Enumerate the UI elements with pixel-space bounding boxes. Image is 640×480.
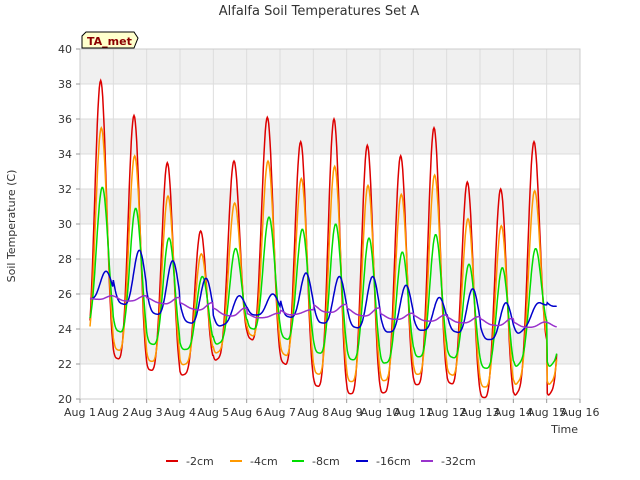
- legend-label: -2cm: [186, 455, 214, 468]
- legend-label: -32cm: [441, 455, 476, 468]
- legend-item: -4cm: [230, 455, 278, 468]
- series-lines: [89, 78, 558, 399]
- plot-band: [80, 49, 580, 84]
- series-line-minus-32cm: [89, 295, 557, 328]
- y-tick-label: 34: [58, 148, 72, 161]
- legend-label: -16cm: [376, 455, 411, 468]
- y-tick-label: 32: [58, 183, 72, 196]
- series-line-minus-16cm: [89, 249, 557, 341]
- station-badge-box: [81, 31, 139, 49]
- legend-label: -4cm: [250, 455, 278, 468]
- legend: -2cm -4cm -8cm -16cm -32cm: [166, 455, 476, 468]
- legend-item: -32cm: [421, 455, 476, 468]
- x-tick-label: Aug 1: [64, 406, 96, 419]
- y-tick-label: 30: [58, 218, 72, 231]
- series-line-minus-4cm: [89, 126, 558, 388]
- x-tick-label: Aug 5: [197, 406, 229, 419]
- x-tick-label: Aug 4: [164, 406, 196, 419]
- x-tick-label: Aug 15: [527, 406, 566, 419]
- y-axis-label: Soil Temperature (C): [5, 170, 18, 283]
- legend-label: -8cm: [312, 455, 340, 468]
- x-tick-label: Aug 11: [394, 406, 433, 419]
- x-tick-label: Aug 6: [231, 406, 263, 419]
- chart-title: Alfalfa Soil Temperatures Set A: [219, 4, 420, 19]
- x-tick-label: Aug 3: [131, 406, 163, 419]
- x-axis-label: Time: [550, 423, 578, 436]
- y-tick-label: 36: [58, 113, 72, 126]
- legend-item: -16cm: [356, 455, 411, 468]
- x-tick-labels: Aug 1 Aug 2 Aug 3 Aug 4 Aug 5 Aug 6 Aug 7 Aug 8…: [64, 399, 599, 419]
- station-label: TA_met: [87, 35, 132, 48]
- y-tick-label: 28: [58, 253, 72, 266]
- x-tick-label: Aug 14: [494, 406, 533, 419]
- station-badge: TA_met: [81, 31, 139, 49]
- y-tick-label: 20: [58, 393, 72, 406]
- legend-item: -8cm: [292, 455, 340, 468]
- x-tick-label: Aug 16: [561, 406, 600, 419]
- x-tick-label: Aug 2: [97, 406, 129, 419]
- x-tick-label: Aug 10: [361, 406, 400, 419]
- x-tick-label: Aug 9: [331, 406, 363, 419]
- x-tick-label: Aug 13: [461, 406, 500, 419]
- x-tick-label: Aug 8: [297, 406, 329, 419]
- y-tick-label: 24: [58, 323, 72, 336]
- plot-band: [80, 119, 580, 154]
- legend-item: -2cm: [166, 455, 214, 468]
- y-tick-label: 22: [58, 358, 72, 371]
- y-tick-label: 40: [58, 43, 72, 56]
- y-tick-label: 38: [58, 78, 72, 91]
- x-tick-label: Aug 7: [264, 406, 296, 419]
- plot-band: [80, 329, 580, 364]
- y-tick-labels: 20 22 24 26 28 30 32 34 36 38 40: [58, 43, 80, 406]
- x-tick-label: Aug 12: [427, 406, 466, 419]
- series-line-minus-8cm: [89, 186, 558, 369]
- y-tick-label: 26: [58, 288, 72, 301]
